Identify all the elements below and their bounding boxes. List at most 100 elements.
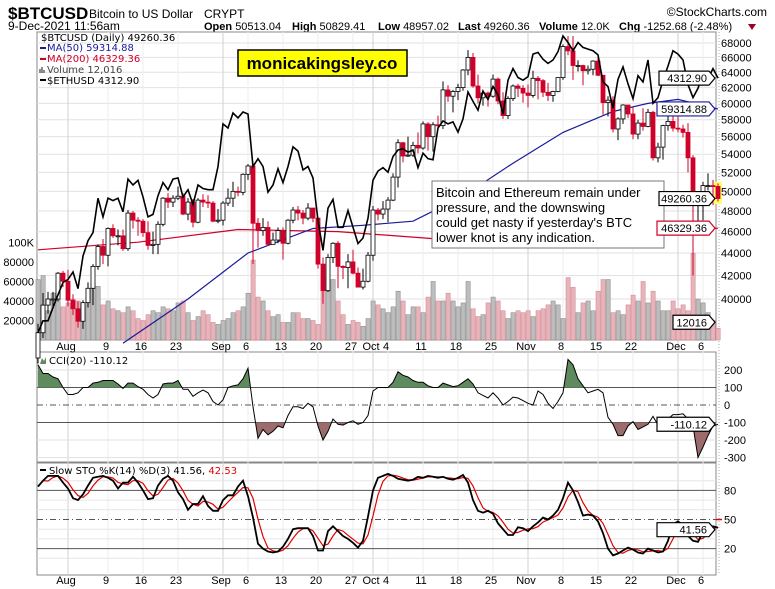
candle-body [555,77,561,92]
volume-bar [605,279,611,341]
candle-body [250,165,256,224]
sto-legend: Slow STO %K(14) %D(3) 41.56, 42.53 [40,466,237,477]
candle-body [90,265,96,289]
chg-label: Chg [619,21,640,33]
candle-body [50,298,56,301]
date-tick-label: Nov [516,341,536,353]
chg-value: -1252.68 (-2.48%) [643,21,732,33]
volume-bar [165,308,171,341]
high-label: High [292,21,317,33]
date-tick-label: Oct [362,341,379,353]
candle-body [385,199,391,210]
sto-value-tag: 41.56 [679,525,707,537]
date-tick-label: 6 [243,575,249,587]
candle-body [180,195,186,215]
volume-bar [635,300,641,341]
volume-bar [215,324,221,341]
candle-body [295,209,301,214]
date-tick-label: 13 [275,575,287,587]
price-tick-label: 52000 [721,167,752,179]
volume-bar [465,281,471,341]
legend-eth: $ETHUSD 4312.90 [47,76,139,87]
volume-bar [285,322,291,341]
symbol-name: Bitcoin to US Dollar [89,7,193,21]
volume-bar [560,318,566,341]
candle-body [405,154,411,157]
volume-bar [310,320,316,341]
cci-legend: CCI(20) -110.12 [40,356,128,367]
volume-bar [490,296,496,341]
symbol-title: $BTCUSD [8,4,88,23]
volume-bar [460,302,466,341]
candle-body [560,46,566,78]
volume-tick-label: 20000 [3,316,34,328]
legend-cci: CCI(20) -110.12 [49,356,128,367]
volume-bar [400,300,406,341]
volume-tick-label: 100K [8,238,34,250]
volume-bar [570,287,576,341]
sto-k-line [37,472,719,557]
date-tick-label: 16 [135,575,147,587]
date-tick-label: 11 [415,341,426,353]
volume-bar [440,300,446,341]
svg-text:Last 49260.36: Last 49260.36 [458,21,530,33]
candle-body [360,280,366,288]
candle-body [125,212,131,250]
volume-bar [155,312,161,341]
ma50-value-tag-box [656,101,716,117]
date-tick-label: Sep [211,341,231,353]
svg-text:Slow STO %K(14) %D(3) 41.56, 4: Slow STO %K(14) %D(3) 41.56, 42.53 [49,466,237,477]
candle-body [310,207,316,219]
volume-bar [345,324,351,341]
date-tick-label: 25 [485,575,497,587]
volume-bar [175,302,181,341]
volume-bar [290,312,296,341]
volume-bar [640,281,646,341]
volume-bar [365,318,371,341]
candle-body [600,74,606,103]
candle-body [510,85,516,99]
date-tick-label: 4 [383,575,389,587]
cci-tick-label: -100 [724,418,746,430]
candle-body [715,186,721,199]
chart-datetime: 9-Dec-2021 11:56am [8,19,120,33]
last-price-tag-box [658,190,716,207]
date-tick-label: 27 [345,341,357,353]
candle-body [200,199,206,203]
candle-body [425,123,431,138]
cci-tick-label: -200 [724,435,746,447]
volume-bar [595,290,601,341]
candle-body [655,146,661,159]
candle-body [135,219,141,222]
volume-bar [580,302,586,341]
volume-bar [205,314,211,341]
volume-bar [350,320,356,341]
svg-text:High 50829.41: High 50829.41 [292,21,365,33]
date-tick-label: 23 [170,341,182,353]
volume-bar [235,310,241,341]
candle-body [465,57,471,71]
date-tick-label: 25 [485,341,497,353]
date-tick-label: 20 [310,341,322,353]
annotation-line: could get nasty if yesterday's BTC [436,215,632,230]
candle-body [230,190,236,199]
volume-bar [110,308,116,341]
date-tick-label: 23 [170,575,182,587]
ma200-value-tag: 46329.36 [661,223,707,235]
volume-bar [545,304,551,341]
date-tick-label: 6 [698,575,704,587]
volume-bar [445,292,451,341]
price-tick-label: 54000 [721,149,752,161]
date-tick-label: Sep [211,575,231,587]
volume-bar [380,308,386,341]
candle-body [615,118,621,130]
volume-bar [540,308,546,341]
candle-body [335,242,341,267]
watermark-text: monicakingsley.co [247,54,398,73]
volume-bar [265,310,271,341]
candle-body [440,89,446,127]
price-tick-label: 56000 [721,132,752,144]
volume-tick-label: 40000 [3,296,34,308]
candle-body [325,257,331,292]
candle-body [660,125,666,148]
